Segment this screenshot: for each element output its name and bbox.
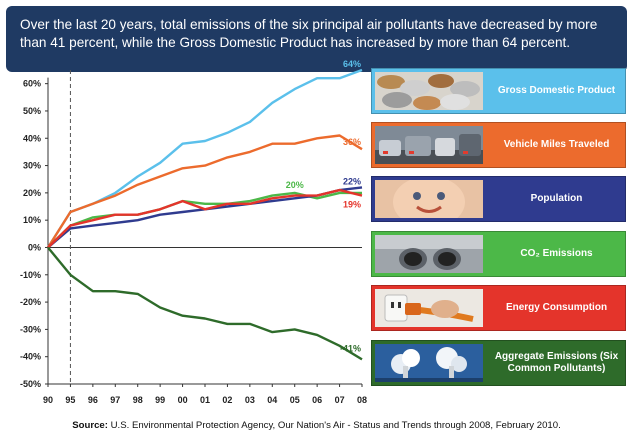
x-tick-label: 03 (245, 395, 255, 405)
y-tick-label: -20% (20, 297, 41, 307)
series-end-label: 19% (343, 200, 361, 210)
source-note: Source: U.S. Environmental Protection Ag… (0, 420, 633, 431)
header-banner: Over the last 20 years, total emissions … (6, 6, 627, 72)
series-end-label: 64% (343, 59, 361, 69)
series-end-label: -41% (340, 343, 361, 353)
y-tick-label: 0% (28, 242, 41, 252)
x-tick-label: 04 (267, 395, 277, 405)
series-line (47, 246, 363, 361)
x-tick-label: 97 (110, 395, 120, 405)
x-tick-label: 96 (88, 395, 98, 405)
y-tick-label: -10% (20, 270, 41, 280)
legend-label: Energy Consumption (505, 302, 608, 313)
legend-label: Vehicle Miles Traveled (503, 139, 610, 150)
legend-item: Energy Consumption (371, 285, 626, 331)
traffic-photo (375, 126, 483, 164)
legend-item: CO₂ Emissions (371, 231, 626, 277)
header-text: Over the last 20 years, total emissions … (20, 17, 598, 50)
series-line (47, 188, 363, 249)
x-axis: 90 95 96 97 98 99 00 01 02 03 04 05 06 07 08 (43, 70, 367, 405)
y-tick-label: -40% (20, 352, 41, 362)
series-end-label: 20% (286, 180, 304, 190)
y-tick-label: 60% (23, 79, 41, 89)
source-prefix: Source: (72, 420, 108, 431)
x-tick-label: 07 (335, 395, 345, 405)
baby-photo (375, 180, 483, 218)
x-tick-label: 98 (133, 395, 143, 405)
y-tick-label: 50% (23, 106, 41, 116)
series-line (46, 134, 363, 249)
legend-item: Population (371, 176, 626, 222)
legend-label: Aggregate Emissions (Six Common Pollutan… (494, 351, 619, 374)
y-tick-label: 20% (23, 188, 41, 198)
source-text: U.S. Environmental Protection Agency, Ou… (107, 420, 561, 431)
series-layer (46, 68, 363, 361)
x-tick-label: 08 (357, 395, 367, 405)
x-tick-label: 01 (200, 395, 210, 405)
y-tick-label: 30% (23, 161, 41, 171)
series-end-label: 22% (343, 176, 361, 186)
x-tick-label: 90 (43, 395, 53, 405)
legend-label: Gross Domestic Product (497, 85, 616, 96)
coins-photo (375, 72, 483, 110)
y-tick-label: -30% (20, 324, 41, 334)
series-end-label: 36% (343, 137, 361, 147)
legend-label: Population (530, 193, 583, 204)
y-tick-label: 40% (23, 133, 41, 143)
x-tick-label: 05 (290, 395, 300, 405)
y-tick-label: 10% (23, 215, 41, 225)
smokestacks-photo (375, 344, 483, 382)
power-plug-photo (375, 289, 483, 327)
x-tick-label: 99 (155, 395, 165, 405)
legend-item: Vehicle Miles Traveled (371, 122, 626, 168)
legend-item: Gross Domestic Product (371, 68, 626, 114)
y-axis: 60% 50% 40% 30% 20% 10% 0% -10% -20% -30% -40% -50% (20, 77, 362, 389)
legend-label: CO₂ Emissions (520, 248, 593, 259)
x-tick-label: 95 (65, 395, 75, 405)
x-tick-label: 02 (222, 395, 232, 405)
x-tick-label: 06 (312, 395, 322, 405)
x-tick-label: 00 (178, 395, 188, 405)
exhaust-pipe-photo (375, 235, 483, 273)
end-labels: 64% 36% 22% 20% 19% -41% (286, 59, 361, 353)
y-tick-label: -50% (20, 379, 41, 389)
legend-item: Aggregate Emissions (Six Common Pollutan… (371, 340, 626, 386)
